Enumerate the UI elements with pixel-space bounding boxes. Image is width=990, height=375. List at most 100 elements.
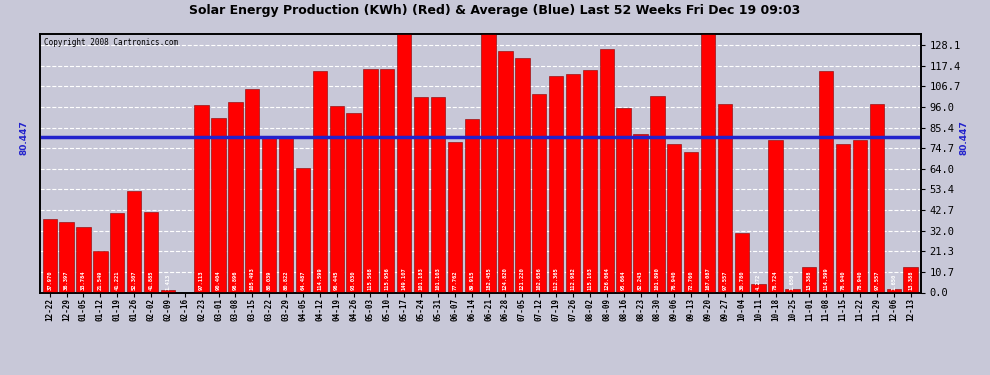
Bar bbox=[330, 106, 344, 292]
Bar bbox=[313, 71, 327, 292]
Text: 90.404: 90.404 bbox=[216, 270, 221, 290]
Bar bbox=[548, 75, 563, 292]
Bar bbox=[431, 97, 446, 292]
Bar bbox=[93, 251, 108, 292]
Bar bbox=[110, 213, 125, 292]
Bar bbox=[397, 4, 412, 292]
Bar bbox=[229, 102, 243, 292]
Text: 101.183: 101.183 bbox=[419, 267, 424, 290]
Bar bbox=[650, 96, 664, 292]
Text: 37.970: 37.970 bbox=[48, 270, 52, 290]
Text: 121.220: 121.220 bbox=[520, 267, 525, 290]
Bar bbox=[246, 89, 259, 292]
Bar bbox=[751, 284, 766, 292]
Text: 112.982: 112.982 bbox=[570, 267, 575, 290]
Text: Copyright 2008 Cartronics.com: Copyright 2008 Cartronics.com bbox=[44, 38, 178, 46]
Bar bbox=[144, 211, 158, 292]
Text: 52.307: 52.307 bbox=[132, 270, 137, 290]
Bar bbox=[904, 267, 918, 292]
Text: 1.650: 1.650 bbox=[891, 273, 896, 290]
Text: 96.445: 96.445 bbox=[335, 270, 340, 290]
Bar bbox=[802, 267, 817, 292]
Text: 82.243: 82.243 bbox=[638, 270, 643, 290]
Text: 72.760: 72.760 bbox=[689, 270, 694, 290]
Bar bbox=[481, 0, 496, 292]
Text: 115.956: 115.956 bbox=[385, 267, 390, 290]
Bar bbox=[515, 58, 530, 292]
Text: 77.762: 77.762 bbox=[452, 270, 457, 290]
Text: 41.885: 41.885 bbox=[148, 270, 153, 290]
Bar bbox=[211, 118, 226, 292]
Text: 98.896: 98.896 bbox=[233, 270, 238, 290]
Text: 41.221: 41.221 bbox=[115, 270, 120, 290]
Bar bbox=[836, 144, 850, 292]
Bar bbox=[583, 70, 597, 292]
Text: 182.455: 182.455 bbox=[486, 267, 491, 290]
Bar bbox=[869, 104, 884, 292]
Text: 80.822: 80.822 bbox=[283, 270, 288, 290]
Text: 114.599: 114.599 bbox=[318, 267, 323, 290]
Text: 105.493: 105.493 bbox=[249, 267, 254, 290]
Text: 13.388: 13.388 bbox=[908, 270, 913, 290]
Text: 4.272: 4.272 bbox=[756, 273, 761, 290]
Text: 93.030: 93.030 bbox=[351, 270, 356, 290]
Text: 30.780: 30.780 bbox=[740, 270, 744, 290]
Bar bbox=[886, 290, 901, 292]
Bar bbox=[296, 168, 310, 292]
Text: 21.549: 21.549 bbox=[98, 270, 103, 290]
Bar bbox=[785, 290, 800, 292]
Text: 97.557: 97.557 bbox=[723, 270, 728, 290]
Bar bbox=[600, 49, 614, 292]
Bar bbox=[768, 141, 783, 292]
Bar bbox=[464, 119, 479, 292]
Bar bbox=[667, 144, 681, 292]
Text: 124.820: 124.820 bbox=[503, 267, 508, 290]
Bar bbox=[634, 134, 647, 292]
Bar bbox=[498, 51, 513, 292]
Bar bbox=[852, 140, 867, 292]
Text: 13.388: 13.388 bbox=[807, 270, 812, 290]
Bar bbox=[532, 94, 546, 292]
Bar bbox=[76, 227, 91, 292]
Text: 80.447: 80.447 bbox=[959, 120, 968, 154]
Text: 102.656: 102.656 bbox=[537, 267, 542, 290]
Text: 115.103: 115.103 bbox=[587, 267, 592, 290]
Text: 36.397: 36.397 bbox=[64, 270, 69, 290]
Text: 64.487: 64.487 bbox=[300, 270, 306, 290]
Text: 89.915: 89.915 bbox=[469, 270, 474, 290]
Text: Solar Energy Production (KWh) (Red) & Average (Blue) Last 52 Weeks Fri Dec 19 09: Solar Energy Production (KWh) (Red) & Av… bbox=[189, 4, 801, 17]
Text: 101.890: 101.890 bbox=[654, 267, 660, 290]
Text: 112.365: 112.365 bbox=[553, 267, 558, 290]
Text: 167.087: 167.087 bbox=[706, 267, 711, 290]
Text: 95.664: 95.664 bbox=[621, 270, 626, 290]
Bar bbox=[566, 74, 580, 292]
Text: 115.568: 115.568 bbox=[368, 267, 373, 290]
Bar bbox=[262, 138, 276, 292]
Text: 78.724: 78.724 bbox=[773, 270, 778, 290]
Bar bbox=[160, 290, 175, 292]
Bar bbox=[380, 69, 394, 292]
Text: 97.113: 97.113 bbox=[199, 270, 204, 290]
Text: 80.039: 80.039 bbox=[266, 270, 271, 290]
Text: 33.784: 33.784 bbox=[81, 270, 86, 290]
Bar bbox=[279, 136, 293, 292]
Bar bbox=[346, 113, 360, 292]
Text: 101.103: 101.103 bbox=[436, 267, 441, 290]
Text: 76.940: 76.940 bbox=[841, 270, 845, 290]
Text: 149.107: 149.107 bbox=[402, 267, 407, 290]
Bar bbox=[735, 233, 749, 292]
Bar bbox=[363, 69, 377, 292]
Bar bbox=[701, 0, 715, 292]
Text: 1.413: 1.413 bbox=[165, 273, 170, 290]
Text: 76.940: 76.940 bbox=[672, 270, 677, 290]
Bar bbox=[59, 222, 74, 292]
Bar bbox=[447, 142, 462, 292]
Bar bbox=[684, 152, 698, 292]
Bar bbox=[43, 219, 56, 292]
Bar bbox=[819, 71, 834, 292]
Text: 1.650: 1.650 bbox=[790, 273, 795, 290]
Bar bbox=[127, 192, 142, 292]
Bar bbox=[718, 104, 732, 292]
Text: 80.447: 80.447 bbox=[20, 120, 29, 154]
Bar bbox=[617, 108, 631, 292]
